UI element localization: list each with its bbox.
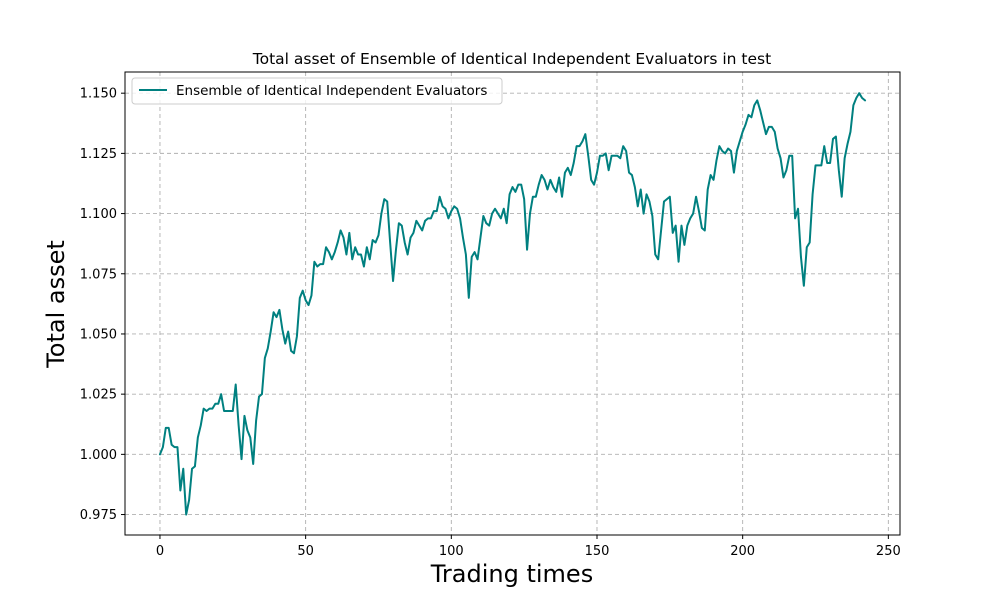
legend-label: Ensemble of Identical Independent Evalua…: [176, 83, 487, 99]
y-tick-label: 1.100: [80, 207, 117, 222]
y-axis-label: Total asset: [42, 240, 70, 369]
x-tick-label: 250: [876, 544, 901, 559]
chart-title: Total asset of Ensemble of Identical Ind…: [252, 50, 771, 68]
x-axis-label: Trading times: [430, 560, 593, 588]
legend: Ensemble of Identical Independent Evalua…: [131, 77, 503, 105]
x-tick-label: 150: [585, 544, 610, 559]
y-tick-label: 1.150: [80, 87, 117, 102]
x-tick-label: 0: [156, 544, 164, 559]
series-layer: [158, 92, 867, 516]
y-tick-label: 1.075: [80, 267, 117, 282]
x-tick-label: 50: [297, 544, 314, 559]
y-tick-label: 1.050: [80, 327, 117, 342]
x-tick-label: 200: [730, 544, 755, 559]
series-line: [158, 92, 867, 516]
y-tick-label: 0.975: [80, 508, 117, 523]
y-tick-label: 1.025: [80, 388, 117, 403]
y-tick-label: 1.000: [80, 448, 117, 463]
axis-ticks: 0 50 100 150 200 250 0.975 1.000 1.025 1.050 1.075…: [80, 87, 901, 559]
y-tick-label: 1.125: [80, 147, 117, 162]
x-tick-label: 100: [439, 544, 464, 559]
plot-area-frame: [124, 71, 901, 536]
legend-box: [131, 77, 503, 105]
